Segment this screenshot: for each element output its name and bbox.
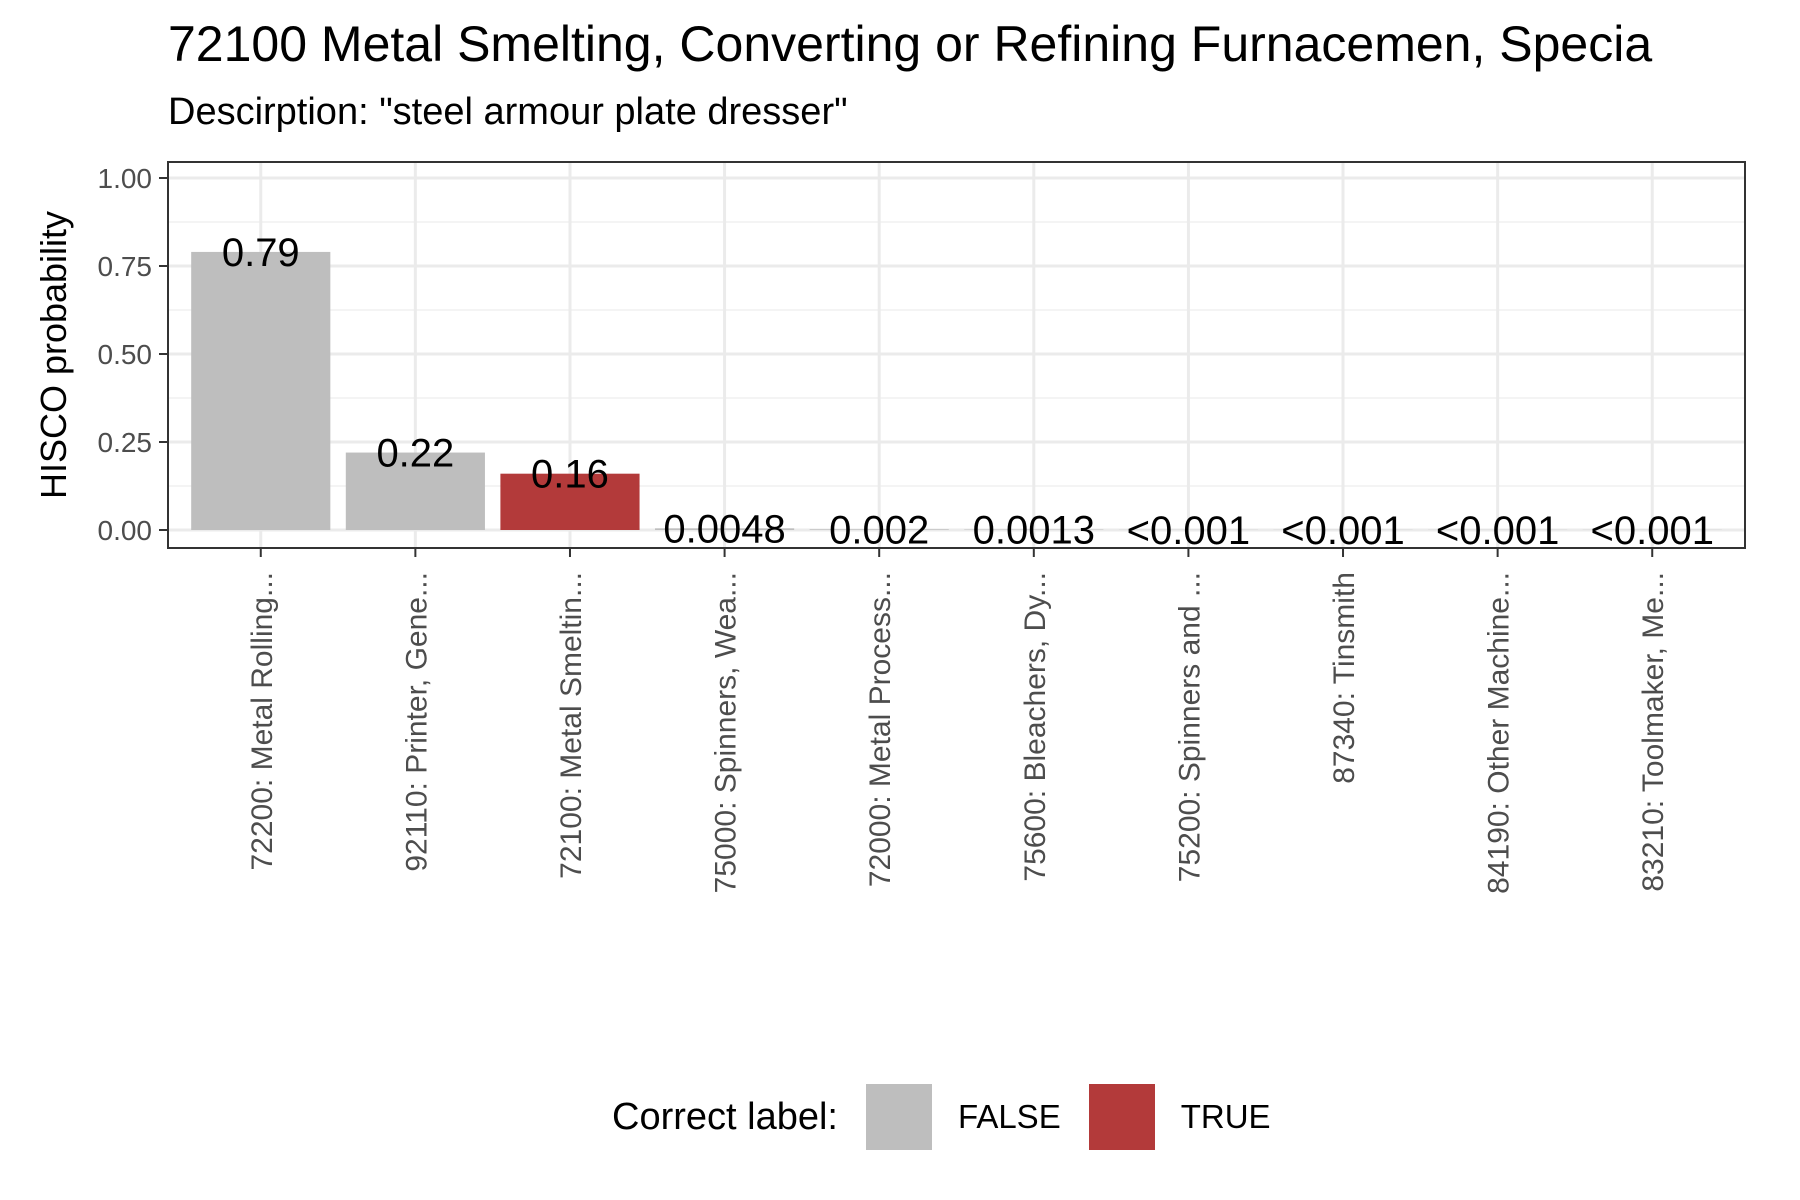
y-tick-label: 0.00 [98, 515, 153, 546]
data-label: <0.001 [1436, 509, 1559, 553]
x-tick-label: 75200: Spinners and ... [1173, 572, 1206, 882]
x-tick-label: 75600: Bleachers, Dy... [1019, 572, 1052, 882]
bar [345, 452, 485, 530]
x-tick-label: 72000: Metal Process... [864, 572, 897, 887]
legend-title: Correct label: [612, 1095, 838, 1138]
chart-subtitle: Descirption: "steel armour plate dresser… [168, 91, 848, 133]
legend-label-true: TRUE [1180, 1098, 1271, 1135]
y-tick-label: 0.50 [98, 339, 153, 370]
data-label: 0.79 [222, 231, 300, 275]
data-labels: 0.79 0.22 0.16 0.0048 0.002 0.0013 <0.001 <0.00… [222, 231, 1714, 553]
legend: Correct label: FALSE TRUE [612, 1084, 1299, 1150]
y-axis-title: HISCO probability [33, 211, 74, 499]
data-label: 0.002 [829, 508, 929, 552]
data-label: <0.001 [1591, 509, 1714, 553]
legend-item-false: FALSE [865, 1084, 1061, 1150]
data-label: <0.001 [1127, 509, 1250, 553]
y-tick-label: 1.00 [98, 163, 153, 194]
legend-key-false [865, 1084, 932, 1150]
bars [191, 251, 1722, 531]
data-label: 0.0048 [663, 507, 785, 551]
chart-title: 72100 Metal Smelting, Converting or Refi… [168, 16, 1653, 72]
x-tick-label: 72100: Metal Smeltin... [555, 572, 588, 879]
x-tick-label: 84190: Other Machine... [1483, 572, 1516, 894]
data-label: 0.22 [376, 432, 454, 476]
x-tick-label: 83210: Toolmaker, Me... [1637, 572, 1670, 892]
bar [191, 251, 331, 531]
data-label: <0.001 [1281, 509, 1404, 553]
data-label: 0.0013 [973, 509, 1095, 553]
axes: 0.00 0.25 0.50 0.75 1.00 72200: Metal Rolling… [98, 163, 1671, 894]
x-tick-label: 92110: Printer, Gene... [400, 572, 433, 872]
bar [809, 529, 949, 530]
y-tick-label: 0.25 [98, 427, 153, 458]
legend-label-false: FALSE [957, 1098, 1061, 1135]
legend-item-true: TRUE [1088, 1084, 1271, 1150]
x-tick-label: 75000: Spinners, Wea... [710, 572, 743, 893]
x-tick-label: 72200: Metal Rolling... [246, 572, 279, 871]
y-tick-label: 0.75 [98, 251, 153, 282]
bar [655, 528, 795, 530]
x-tick-label: 87340: Tinsmith [1328, 572, 1361, 784]
legend-key-true [1088, 1084, 1155, 1150]
data-label: 0.16 [531, 453, 609, 497]
bar [500, 473, 640, 530]
